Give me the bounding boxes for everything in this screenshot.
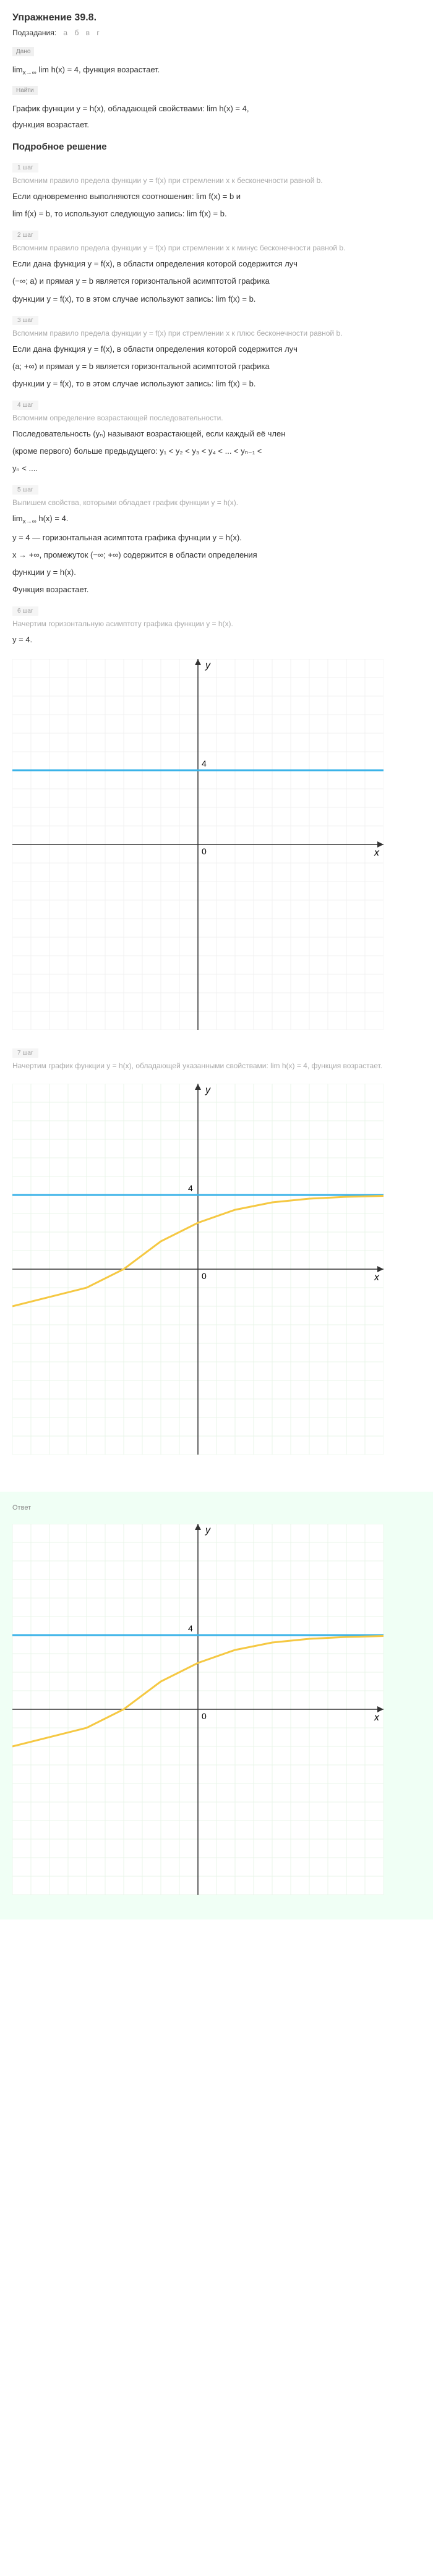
svg-text:y: y: [205, 660, 211, 671]
step-3-line1: Если дана функция y = f(x), в области оп…: [12, 342, 421, 356]
step-2-label: 2 шаг: [12, 231, 38, 240]
chart-2-svg: y x 0 4: [12, 1084, 384, 1455]
chart-2-function: y x 0 4: [12, 1084, 421, 1455]
step-1-line1: Если одновременно выполняются соотношени…: [12, 190, 421, 203]
step-2-line2: (−∞; a) и прямая y = b является горизонт…: [12, 274, 421, 288]
step-3-hint: Вспомним правило предела функции y = f(x…: [12, 328, 421, 339]
svg-text:x: x: [374, 1272, 380, 1283]
subtask-c[interactable]: в: [86, 28, 90, 37]
subtasks-row: Подзадания: а б в г: [12, 28, 421, 37]
svg-text:x: x: [374, 1712, 380, 1723]
step-2-line3: функции y = f(x), то в этом случае испол…: [12, 292, 421, 306]
find-label: Найти: [12, 86, 38, 95]
step-4-hint: Вспомним определение возрастающей послед…: [12, 412, 421, 423]
step-2-hint: Вспомним правило предела функции y = f(x…: [12, 242, 421, 253]
step-6-hint: Начертим горизонтальную асимптоту график…: [12, 618, 421, 629]
step-4-label: 4 шаг: [12, 401, 38, 410]
given-content: limx→∞ lim h(x) = 4, функция возрастает.: [12, 64, 421, 79]
step-4-line3: yₙ < ....: [12, 462, 421, 475]
step-3-label: 3 шаг: [12, 316, 38, 325]
step-5-sub: x→∞: [23, 519, 36, 525]
step-2-line1: Если дана функция y = f(x), в области оп…: [12, 257, 421, 271]
step-5-line5: Функция возрастает.: [12, 583, 421, 597]
svg-text:y: y: [205, 1525, 211, 1536]
svg-text:4: 4: [188, 1183, 193, 1193]
step-7-hint: Начертим график функции y = h(x), облада…: [12, 1060, 421, 1071]
subtasks-label: Подзадания:: [12, 28, 56, 37]
step-3-line2: (a; +∞) и прямая y = b является горизонт…: [12, 360, 421, 373]
step-5-line4: функции y = h(x).: [12, 566, 421, 579]
step-7-label: 7 шаг: [12, 1048, 38, 1058]
chart-3-svg: y x 0 4: [12, 1524, 384, 1895]
svg-text:0: 0: [202, 1711, 207, 1721]
subtask-b[interactable]: б: [74, 28, 79, 37]
exercise-title: Упражнение 39.8.: [12, 12, 421, 23]
step-5-hint: Выпишем свойства, которыми обладает граф…: [12, 497, 421, 508]
step-1-hint: Вспомним правило предела функции y = f(x…: [12, 175, 421, 186]
step-1-line2: lim f(x) = b, то используют следующую за…: [12, 207, 421, 221]
step-6-line1: y = 4.: [12, 633, 421, 647]
answer-label: Ответ: [12, 1504, 421, 1511]
step-5-line2: y = 4 — горизонтальная асимптота графика…: [12, 531, 421, 545]
svg-text:x: x: [374, 848, 380, 858]
step-4-line1: Последовательность (yₙ) называют возраст…: [12, 427, 421, 441]
step-6-label: 6 шаг: [12, 606, 38, 616]
subtask-a[interactable]: а: [63, 28, 67, 37]
svg-text:0: 0: [202, 846, 207, 856]
svg-text:4: 4: [202, 759, 207, 768]
svg-text:y: y: [205, 1085, 211, 1095]
svg-text:0: 0: [202, 1271, 207, 1281]
chart-1-asymptote: y x 0 4: [12, 659, 421, 1030]
step-5-line1: limx→∞ h(x) = 4.: [12, 512, 421, 527]
find-content: График функции y = h(x), обладающей свой…: [12, 103, 421, 116]
given-text: lim h(x) = 4, функция возрастает.: [38, 65, 160, 74]
find-content2: функция возрастает.: [12, 119, 421, 132]
chart-answer: y x 0 4: [12, 1524, 421, 1895]
limit-sub: x→∞: [23, 70, 36, 77]
svg-text:4: 4: [188, 1623, 193, 1633]
chart-1-svg: y x 0 4: [12, 659, 384, 1030]
subtask-d[interactable]: г: [96, 28, 99, 37]
given-label: Дано: [12, 47, 34, 56]
step-4-line2: (кроме первого) больше предыдущего: y₁ <…: [12, 444, 421, 458]
answer-section: Ответ y x 0 4: [0, 1492, 433, 1919]
step-5-line3: x → +∞, промежуток (−∞; +∞) содержится в…: [12, 548, 421, 562]
solution-title: Подробное решение: [12, 142, 421, 152]
step-1-text1: Если одновременно выполняются соотношени…: [12, 192, 241, 201]
step-5-label: 5 шаг: [12, 485, 38, 495]
step-3-line3: функции y = f(x), то в этом случае испол…: [12, 377, 421, 391]
step-1-label: 1 шаг: [12, 163, 38, 172]
